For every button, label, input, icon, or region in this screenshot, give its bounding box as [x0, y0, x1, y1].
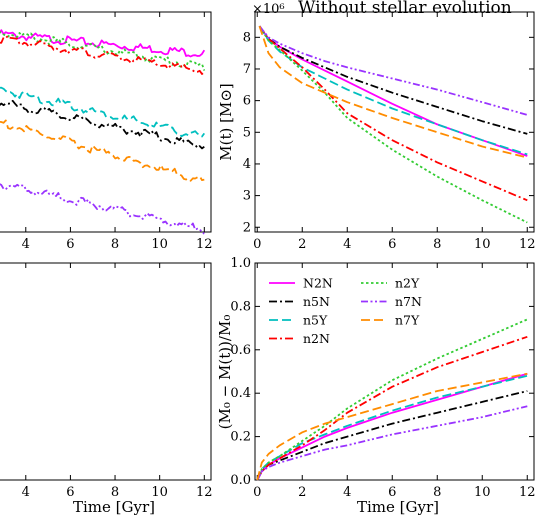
series-line-n7N — [256, 405, 528, 481]
x-tick-label: 0 — [253, 485, 261, 500]
x-tick-label: 12 — [519, 237, 536, 252]
y-axis-label: (M₀ − M(t))/M₀ — [216, 315, 234, 430]
legend-label-n7Y: n7Y — [395, 313, 420, 328]
series-line-n7Y — [256, 372, 528, 481]
y-tick-label: 6 — [243, 94, 251, 109]
x-tick-label: 12 — [196, 485, 213, 500]
x-axis-label: Time [Gyr] — [357, 498, 439, 516]
y-tick-label: 0.8 — [230, 299, 251, 314]
series-line-N2N — [0, 29, 206, 58]
x-tick-label: 4 — [343, 237, 351, 252]
plot-frame — [0, 11, 212, 233]
panel-top-left: 4 6 8 10 12 — [0, 11, 213, 252]
series-line-n2N — [258, 25, 528, 202]
y-tick-label: 2 — [243, 220, 251, 235]
y-tick-label: 1.0 — [230, 256, 251, 271]
legend-label-n5N: n5N — [303, 294, 330, 309]
series-line-n5Y — [0, 86, 206, 138]
series-line-n5Y — [258, 25, 528, 156]
legend-label-n2N: n2N — [303, 331, 330, 346]
x-tick-label: 10 — [474, 485, 491, 500]
panel-bottom-right: Time [Gyr] (M₀ − M(t))/M₀ 0 2 4 6 8 10 12 0.0 0.… — [216, 256, 536, 516]
legend-label-n7N: n7N — [395, 294, 422, 309]
y-tick-label: 8 — [243, 30, 251, 45]
y-tick-label: 0.2 — [230, 430, 251, 445]
x-tick-label: 8 — [111, 237, 119, 252]
x-tick-label: 4 — [22, 237, 30, 252]
series-line-n2N — [0, 34, 205, 75]
series-line-n7N — [258, 25, 528, 116]
x-tick-label: 10 — [474, 237, 491, 252]
y-tick-label: 0.4 — [230, 386, 251, 401]
x-axis-label: Time [Gyr] — [73, 498, 155, 516]
y-tick-label: 0.6 — [230, 343, 251, 358]
x-tick-label: 8 — [433, 485, 441, 500]
panel-top-right: Without stellar evolution ×10⁶ M(t) [M⊙]… — [217, 0, 536, 252]
x-tick-label: 6 — [66, 237, 74, 252]
series-line-n5Y — [256, 374, 528, 481]
series-line-n5N — [0, 99, 205, 150]
x-tick-label: 2 — [298, 237, 306, 252]
x-tick-label: 4 — [22, 485, 30, 500]
x-tick-label: 6 — [66, 485, 74, 500]
y-multiplier: ×10⁶ — [252, 2, 285, 17]
x-tick-label: 6 — [388, 237, 396, 252]
x-tick-label: 8 — [111, 485, 119, 500]
series-line-n7Y — [258, 25, 528, 159]
x-tick-label: 4 — [343, 485, 351, 500]
legend-label-N2N: N2N — [303, 276, 333, 291]
x-tick-label: 12 — [196, 237, 213, 252]
x-tick-label: 10 — [151, 237, 168, 252]
legend-label-n5Y: n5Y — [303, 313, 328, 328]
series-line-N2N — [256, 372, 528, 481]
x-tick-label: 12 — [519, 485, 536, 500]
y-axis-label: M(t) [M⊙] — [217, 83, 235, 161]
plot-frame — [254, 262, 535, 481]
series-line-N2N — [258, 25, 528, 157]
legend: N2N n5N n5Y n2N n2Y n7N n7Y — [269, 276, 422, 346]
series-line-n2Y — [256, 318, 528, 481]
chart-title: Without stellar evolution — [298, 0, 512, 18]
x-tick-label: 0 — [253, 237, 261, 252]
x-tick-label: 2 — [298, 485, 306, 500]
y-tick-label: 3 — [243, 189, 251, 204]
legend-label-n2Y: n2Y — [395, 276, 420, 291]
y-tick-label: 7 — [243, 62, 251, 77]
y-tick-label: 5 — [243, 125, 251, 140]
panel-bottom-left: Time [Gyr] 4 6 8 10 12 — [0, 262, 213, 516]
y-tick-label: 4 — [243, 157, 251, 172]
x-tick-label: 8 — [433, 237, 441, 252]
plot-frame — [254, 11, 535, 233]
plot-frame — [0, 262, 212, 481]
x-tick-label: 10 — [151, 485, 168, 500]
y-tick-label: 0.0 — [230, 473, 251, 488]
series-line-n7N — [0, 183, 205, 235]
series-line-n2N — [256, 335, 528, 481]
x-tick-label: 6 — [388, 485, 396, 500]
series-line-n2Y — [258, 25, 528, 224]
